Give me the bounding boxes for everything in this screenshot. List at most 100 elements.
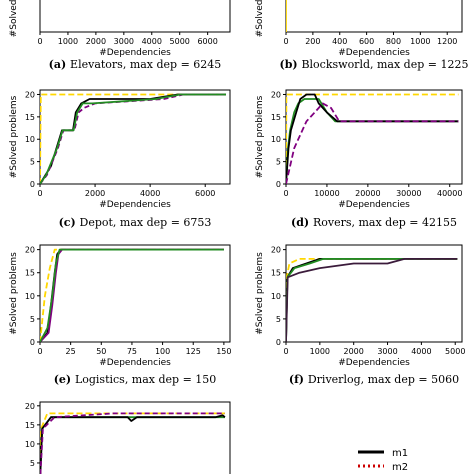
- chart-panel-0: 0 1000 2000 3000 4000 5000 6000 #Dependencies #S…: [9, 0, 231, 71]
- y-axis-label: #Solved problems: [255, 0, 265, 37]
- x-tick-label: 3000: [114, 37, 134, 46]
- y-tick-label: 15: [25, 269, 35, 278]
- y-tick-label: 5: [30, 315, 35, 324]
- y-tick-label: 10: [25, 135, 35, 144]
- series-line-1: [286, 98, 459, 184]
- y-tick-label: 10: [271, 292, 281, 301]
- series-line-0: [286, 93, 459, 184]
- x-tick-label: 0: [283, 347, 288, 356]
- x-tick-label: 800: [386, 37, 401, 46]
- y-axis-label: #Solved problems: [255, 252, 265, 335]
- y-tick-label: 15: [25, 421, 35, 430]
- series-line-2: [40, 93, 226, 184]
- x-tick-label: 5000: [170, 37, 190, 46]
- x-tick-label: 10000: [314, 189, 339, 198]
- series-line-0: [286, 0, 287, 32]
- chart-panel-3: 0 10000 20000 30000 40000 0 5 10 15 20 #Dependenci…: [255, 89, 463, 229]
- y-axis-label: #Solved problems: [9, 95, 19, 178]
- x-axis-label: #Dependencies: [99, 358, 171, 368]
- y-tick-label: 20: [271, 90, 281, 99]
- series-line-0: [40, 412, 225, 474]
- x-axis-label: #Dependencies: [338, 358, 410, 368]
- x-tick-label: 100: [155, 347, 170, 356]
- y-tick-label: 20: [25, 246, 35, 255]
- plot-frame: [39, 244, 231, 343]
- x-tick-label: 40000: [437, 189, 462, 198]
- x-tick-label: 2000: [344, 347, 364, 356]
- chart-caption: (d) Rovers, max dep = 42155: [291, 216, 457, 229]
- y-tick-label: 20: [25, 90, 35, 99]
- x-tick-label: 75: [127, 347, 137, 356]
- series-line-3: [286, 102, 459, 184]
- series-line-1: [40, 416, 225, 474]
- legend-label-m2: m2: [392, 462, 408, 473]
- series-line-2: [286, 93, 459, 184]
- x-tick-label: 6000: [195, 189, 215, 198]
- series-line-3: [40, 412, 225, 474]
- x-tick-label: 2000: [86, 37, 106, 46]
- plot-frame: [39, 89, 231, 185]
- y-tick-label: 10: [25, 440, 35, 449]
- y-axis-label: #Solved problems: [255, 95, 265, 178]
- x-tick-label: 0: [37, 347, 42, 356]
- x-tick-label: 4000: [140, 189, 160, 198]
- series-line-2: [40, 414, 226, 474]
- series-line-2: [40, 248, 224, 342]
- chart-caption: (f) Driverlog, max dep = 5060: [289, 373, 459, 386]
- y-tick-label: 10: [271, 135, 281, 144]
- y-tick-label: 5: [276, 158, 281, 167]
- chart-panel-4: 0 25 50 75 100 125 150 0 5 10 15 20 #Dependencies #So…: [9, 244, 232, 386]
- y-tick-label: 0: [30, 338, 35, 347]
- series-line-1: [40, 93, 226, 184]
- series-line-3: [286, 258, 458, 342]
- series-line-3: [40, 93, 226, 184]
- x-tick-label: 0: [37, 189, 42, 198]
- x-tick-label: 50: [96, 347, 106, 356]
- x-tick-label: 5000: [445, 347, 465, 356]
- x-tick-label: 0: [283, 37, 288, 46]
- chart-caption: (c) Depot, max dep = 6753: [59, 216, 212, 229]
- x-tick-label: 25: [66, 347, 76, 356]
- y-tick-label: 5: [276, 315, 281, 324]
- y-tick-label: 0: [276, 338, 281, 347]
- y-tick-label: 5: [30, 459, 35, 468]
- x-tick-label: 1000: [58, 37, 78, 46]
- legend: m1 m2: [358, 448, 408, 473]
- chart-caption: (a) Elevators, max dep = 6245: [49, 58, 222, 71]
- x-tick-label: 0: [283, 189, 288, 198]
- x-tick-label: 4000: [411, 347, 431, 356]
- series-line-2: [286, 258, 458, 342]
- x-tick-label: 1000: [410, 37, 430, 46]
- x-tick-label: 20000: [355, 189, 380, 198]
- y-axis-label: #Solved problems: [9, 0, 19, 37]
- y-tick-label: 0: [276, 180, 281, 189]
- x-tick-label: 1000: [310, 347, 330, 356]
- y-tick-label: 15: [271, 113, 281, 122]
- y-tick-label: 20: [25, 402, 35, 411]
- legend-label-m1: m1: [392, 448, 408, 459]
- x-tick-label: 400: [332, 37, 347, 46]
- y-tick-label: 10: [25, 292, 35, 301]
- x-axis-label: #Dependencies: [99, 48, 171, 58]
- y-tick-label: 5: [30, 158, 35, 167]
- chart-caption: (b) Blocksworld, max dep = 1225: [280, 58, 469, 71]
- plot-frame: [285, 89, 463, 185]
- series-line-0: [286, 258, 458, 342]
- x-tick-label: 30000: [396, 189, 421, 198]
- x-axis-label: #Dependencies: [99, 200, 171, 210]
- chart-panel-5: 0 1000 2000 3000 4000 5000 0 5 10 15 20 #Dependenci…: [255, 244, 465, 386]
- x-tick-label: 0: [37, 37, 42, 46]
- plot-frame: [285, 0, 463, 33]
- x-axis-label: #Dependencies: [338, 200, 410, 210]
- x-tick-label: 3000: [377, 347, 397, 356]
- x-tick-label: 2000: [85, 189, 105, 198]
- series-line-1: [40, 248, 224, 342]
- y-tick-label: 15: [271, 269, 281, 278]
- x-tick-label: 4000: [142, 37, 162, 46]
- series-line-0: [40, 93, 226, 184]
- x-tick-label: 125: [186, 347, 201, 356]
- series-line-0: [40, 248, 224, 342]
